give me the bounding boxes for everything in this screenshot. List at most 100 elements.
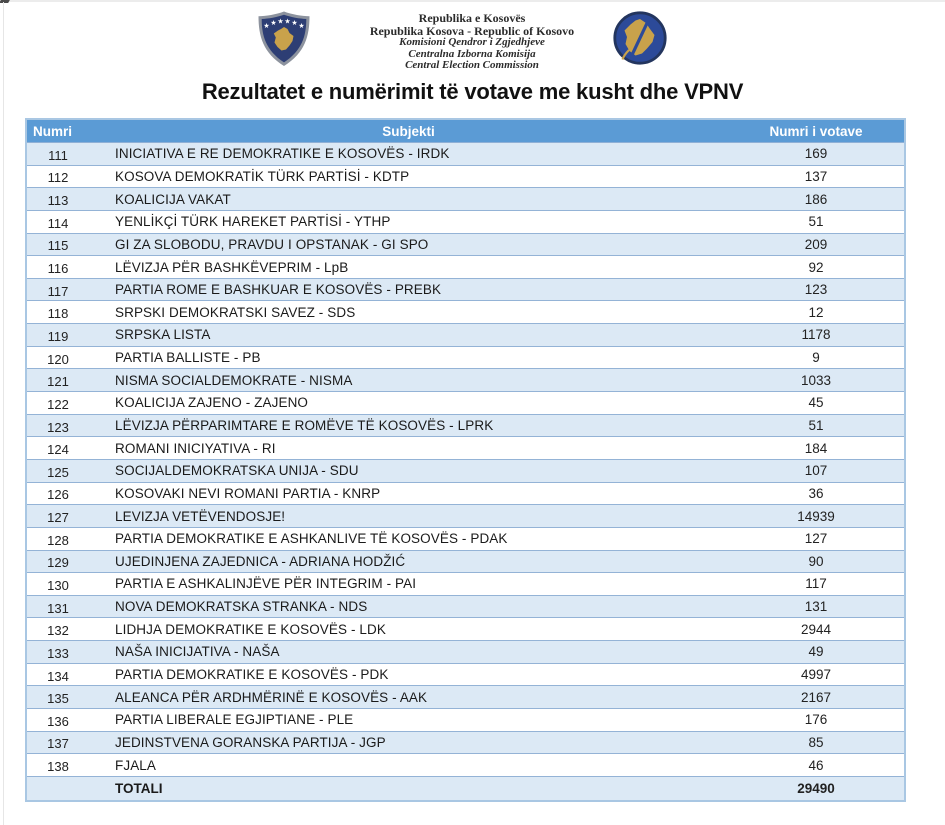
table-row: 122 KOALICIJA ZAJENO - ZAJENO 45	[27, 392, 904, 415]
row-votes: 186	[804, 191, 828, 207]
page-title: Rezultatet e numërimit të votave me kush…	[201, 79, 744, 104]
org-name-line: Republika e Kosovës	[418, 11, 526, 25]
row-votes: 176	[804, 712, 828, 728]
row-subject: ALEANCA PËR ARDHMËRINË E KOSOVËS - AAK	[115, 689, 428, 705]
org-name-line: Republika Kosova - Republic of Kosovo	[369, 23, 575, 38]
org-name-block: Republika e Kosovës Republika Kosova - R…	[322, 12, 622, 72]
table-row: 117 PARTIA ROME E BASHKUAR E KOSOVËS - P…	[27, 278, 904, 302]
svg-text:★: ★	[291, 19, 297, 27]
row-votes: 209	[804, 236, 828, 252]
table-row: 135 ALEANCA PËR ARDHMËRINË E KOSOVËS - A…	[27, 686, 904, 710]
total-label: TOTALI	[115, 780, 163, 796]
row-subject: YENLİKÇİ TÜRK HAREKET PARTİSİ - YTHP	[115, 214, 391, 230]
table-row: 134 PARTIA DEMOKRATIKE E KOSOVËS - PDK 4…	[27, 663, 904, 687]
row-votes: 90	[808, 553, 824, 569]
row-number: 120	[47, 351, 69, 367]
row-votes: 1178	[801, 327, 831, 343]
table-total-row: TOTALI 29490	[27, 776, 904, 800]
svg-text:★: ★	[270, 19, 276, 27]
row-number: 130	[47, 577, 69, 593]
table-row: 124 ROMANI INICIYATIVA - RI 184	[27, 437, 904, 460]
row-votes: 169	[804, 146, 828, 162]
row-subject: PARTIA DEMOKRATIKE E ASHKANLIVE TË KOSOV…	[115, 531, 508, 547]
row-votes: 46	[808, 757, 824, 773]
row-subject: NOVA DEMOKRATSKA STRANKA - NDS	[115, 599, 368, 615]
table-row: 111 INICIATIVA E RE DEMOKRATIKE E KOSOVË…	[27, 143, 904, 166]
scan-artifact-left-line	[3, 2, 4, 825]
table-row: 119 SRPSKA LISTA 1178	[27, 324, 904, 347]
org-name-line: Central Election Commission	[405, 59, 539, 71]
row-votes: 12	[808, 304, 824, 320]
row-subject: GI ZA SLOBODU, PRAVDU I OPSTANAK - GI SP…	[115, 236, 429, 252]
row-subject: NAŠA INICIJATIVA - NAŠA	[115, 644, 280, 660]
table-row: 137 JEDINSTVENA GORANSKA PARTIJA - JGP 8…	[27, 731, 904, 755]
row-number: 121	[47, 374, 69, 390]
svg-text:★: ★	[263, 22, 269, 30]
row-subject: JEDINSTVENA GORANSKA PARTIJA - JGP	[115, 734, 386, 750]
table-row: 120 PARTIA BALLISTE - PB 9	[27, 346, 904, 370]
table-row: 127 LEVIZJA VETËVENDOSJE! 14939	[27, 505, 904, 528]
row-number: 136	[47, 713, 69, 729]
row-number: 111	[48, 147, 68, 163]
table-row: 138 FJALA 46	[27, 754, 904, 777]
svg-text:★: ★	[277, 18, 283, 26]
row-number: 112	[47, 170, 69, 186]
table-row: 131 NOVA DEMOKRATSKA STRANKA - NDS 131	[27, 595, 904, 619]
row-votes: 45	[808, 395, 824, 411]
row-number: 117	[47, 283, 69, 299]
column-header-votes: Numri i votave	[769, 124, 863, 139]
table-row: 118 SRPSKI DEMOKRATSKI SAVEZ - SDS 12	[27, 301, 904, 325]
row-votes: 137	[804, 168, 828, 184]
row-number: 114	[47, 215, 69, 231]
row-subject: LËVIZJA PËR BASHKËVEPRIM - LpB	[115, 259, 349, 275]
row-votes: 123	[804, 282, 828, 298]
row-votes: 4997	[800, 667, 832, 683]
row-subject: NISMA SOCIALDEMOKRATE - NISMA	[115, 372, 353, 388]
row-subject: PARTIA LIBERALE EGJIPTIANE - PLE	[115, 712, 354, 728]
kosovo-coat-of-arms-icon: ★ ★ ★ ★ ★ ★	[256, 10, 312, 73]
row-number: 125	[47, 464, 69, 480]
row-subject: KOSOVA DEMOKRATİK TÜRK PARTİSİ - KDTP	[115, 168, 410, 184]
org-name-line: Komisioni Qendror i Zgjedhjeve	[399, 36, 545, 48]
row-subject: PARTIA DEMOKRATIKE E KOSOVËS - PDK	[115, 667, 389, 683]
row-subject: LIDHJA DEMOKRATIKE E KOSOVËS - LDK	[115, 621, 386, 637]
row-votes: 184	[804, 440, 828, 456]
table-row: 123 LËVIZJA PËRPARIMTARE E ROMËVE TË KOS…	[27, 414, 904, 438]
row-subject: SRPSKI DEMOKRATSKI SAVEZ - SDS	[115, 304, 356, 320]
row-number: 132	[47, 623, 69, 639]
row-number: 113	[47, 193, 69, 209]
total-number-spacer	[27, 787, 89, 790]
table-row: 132 LIDHJA DEMOKRATIKE E KOSOVËS - LDK 2…	[27, 618, 904, 642]
row-votes: 9	[812, 350, 820, 366]
row-votes: 107	[804, 463, 828, 479]
table-row: 116 LËVIZJA PËR BASHKËVEPRIM - LpB 92	[27, 256, 904, 279]
row-votes: 131	[804, 599, 828, 615]
column-header-numri: Numri	[33, 124, 73, 139]
row-subject: UJEDINJENA ZAJEDNICA - ADRIANA HODŽIĆ	[115, 553, 406, 569]
row-number: 124	[47, 442, 69, 458]
row-number: 127	[47, 510, 69, 526]
table-row: 125 SOCIJALDEMOKRATSKA UNIJA - SDU 107	[27, 459, 904, 483]
row-subject: FJALA	[115, 757, 157, 773]
table-row: 113 KOALICIJA VAKAT 186	[27, 188, 904, 211]
row-subject: PARTIA E ASHKALINJËVE PËR INTEGRIM - PAI	[115, 576, 417, 592]
org-name-line: Centralna Izborna Komisija	[408, 47, 536, 60]
row-votes: 14939	[797, 508, 835, 524]
row-votes: 85	[808, 734, 824, 750]
table-row: 126 KOSOVAKI NEVI ROMANI PARTIA - KNRP 3…	[27, 482, 904, 506]
row-number: 118	[47, 306, 69, 322]
table-header-row: Numri Subjekti Numri i votave	[27, 120, 904, 143]
row-subject: PARTIA BALLISTE - PB	[115, 350, 261, 366]
row-subject: PARTIA ROME E BASHKUAR E KOSOVËS - PREBK	[115, 282, 442, 298]
row-number: 126	[47, 487, 69, 503]
row-number: 115	[47, 238, 69, 254]
table-row: 114 YENLİKÇİ TÜRK HAREKET PARTİSİ - YTHP…	[27, 210, 904, 234]
scan-artifact-corner-mark	[0, 0, 10, 3]
row-subject: LEVIZJA VETËVENDOSJE!	[115, 508, 286, 524]
table-row: 121 NISMA SOCIALDEMOKRATE - NISMA 1033	[27, 369, 904, 393]
table-row: 133 NAŠA INICIJATIVA - NAŠA 49	[27, 641, 904, 664]
row-number: 116	[47, 261, 69, 277]
row-subject: KOSOVAKI NEVI ROMANI PARTIA - KNRP	[115, 485, 381, 501]
row-number: 123	[47, 419, 69, 435]
row-number: 134	[47, 668, 69, 684]
